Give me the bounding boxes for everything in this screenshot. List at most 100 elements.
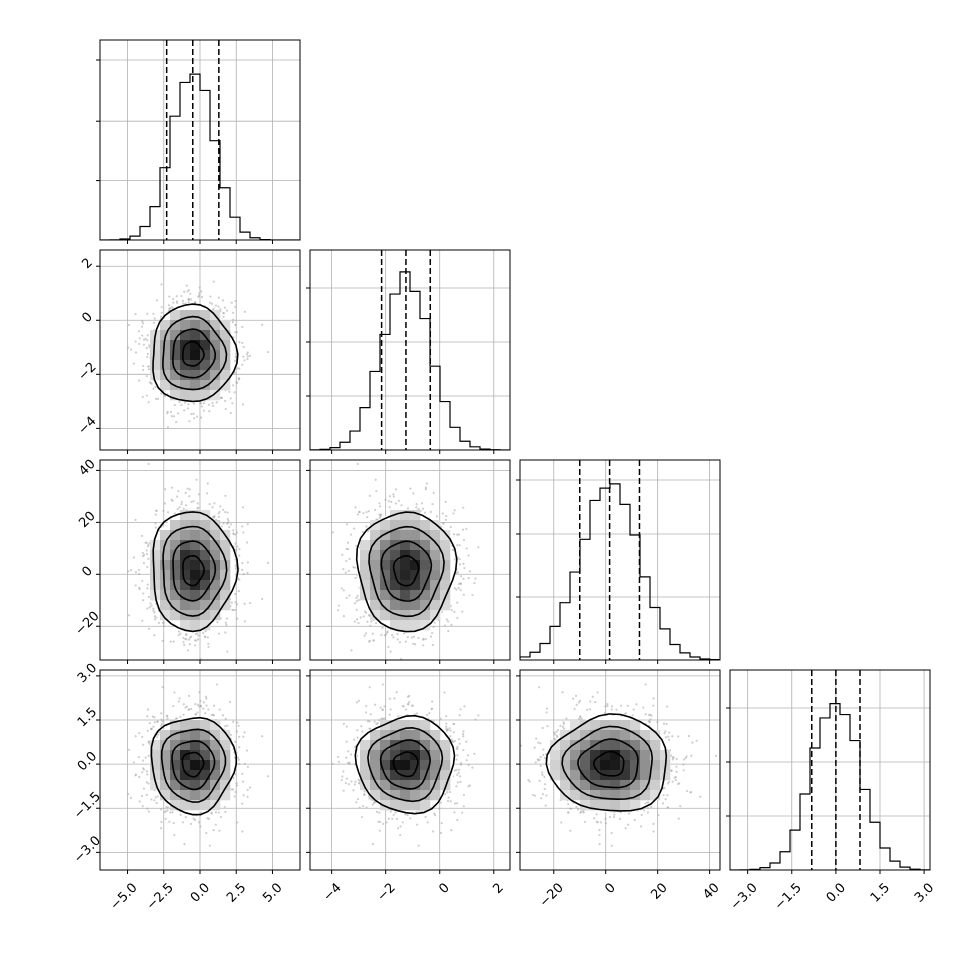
scatter-point	[366, 530, 370, 533]
scatter-point	[141, 551, 144, 554]
scatter-point	[234, 305, 237, 308]
scatter-point	[176, 495, 179, 498]
density-cell	[160, 560, 171, 571]
scatter-point	[127, 614, 131, 617]
scatter-point	[187, 638, 191, 641]
scatter-point	[146, 339, 149, 342]
scatter-point	[180, 403, 183, 407]
scatter-point	[167, 304, 171, 307]
density-cell	[200, 360, 211, 371]
scatter-point	[417, 636, 420, 640]
scatter-point	[234, 533, 237, 536]
scatter-point	[234, 323, 237, 327]
scatter-point	[146, 312, 149, 315]
scatter-point	[364, 632, 368, 635]
density-cell	[160, 590, 171, 601]
scatter-point	[147, 557, 150, 560]
scatter-point	[441, 512, 444, 515]
density-cell	[190, 370, 201, 381]
density-cell	[200, 590, 211, 601]
scatter-point	[208, 502, 211, 506]
density-cell	[170, 560, 181, 571]
scatter-point	[228, 390, 231, 393]
density-cell	[170, 610, 181, 621]
density-cell	[200, 380, 211, 391]
y-tick-label: −2	[75, 360, 99, 384]
scatter-point	[154, 526, 157, 529]
scatter-point	[134, 518, 137, 522]
scatter-point	[353, 527, 356, 530]
contour-line	[182, 340, 205, 367]
scatter-point	[241, 568, 244, 571]
scatter-point	[192, 500, 195, 503]
scatter-point	[462, 562, 465, 565]
scatter-point	[146, 607, 149, 610]
scatter-point	[367, 613, 371, 617]
scatter-point	[238, 578, 241, 581]
contour-line	[182, 554, 205, 587]
density-cell	[200, 520, 211, 531]
scatter-point	[226, 517, 229, 520]
scatter-point	[347, 569, 350, 573]
scatter-point	[149, 381, 152, 384]
density-cell	[190, 510, 201, 521]
density-cell	[190, 310, 201, 321]
scatter-point	[197, 638, 200, 641]
scatter-point	[232, 318, 235, 321]
scatter-points	[127, 462, 270, 668]
scatter-point	[363, 634, 366, 637]
scatter-point	[352, 566, 355, 569]
scatter-point	[214, 304, 218, 307]
density-cell	[160, 340, 171, 351]
scatter-point	[449, 525, 452, 529]
scatter-point	[183, 290, 186, 293]
scatter-point	[232, 529, 235, 532]
density-cell	[200, 390, 211, 401]
density-cell	[190, 350, 201, 361]
scatter-point	[179, 632, 182, 635]
scatter-point	[356, 594, 359, 598]
scatter-point	[146, 334, 149, 337]
density-cell	[190, 340, 201, 351]
density-cell	[210, 580, 221, 591]
scatter-point	[202, 409, 205, 412]
scatter-point	[412, 635, 416, 638]
scatter-point	[202, 631, 205, 635]
scatter-point	[372, 639, 375, 642]
scatter-point	[177, 630, 181, 633]
scatter-point	[424, 488, 427, 491]
scatter-point	[147, 401, 150, 404]
scatter-point	[390, 666, 392, 668]
scatter-point	[153, 618, 157, 621]
scatter-point	[473, 581, 476, 585]
density-cell	[200, 320, 211, 331]
density-cell	[170, 530, 181, 541]
density-cell	[180, 350, 191, 361]
density-cell	[170, 350, 181, 361]
scatter-point	[397, 499, 400, 502]
scatter-point	[145, 375, 149, 378]
scatter-point	[391, 633, 394, 637]
scatter-point	[178, 506, 181, 509]
scatter-point	[196, 632, 199, 635]
scatter-point	[342, 589, 345, 592]
scatter-point	[245, 541, 249, 544]
density-cell	[150, 560, 161, 571]
scatter-point	[336, 609, 340, 612]
scatter-point	[232, 384, 235, 387]
scatter-point	[146, 565, 149, 569]
scatter-point	[353, 602, 357, 605]
scatter-point	[429, 635, 433, 638]
scatter-point	[138, 586, 141, 589]
scatter-point	[186, 487, 189, 490]
scatter-point	[173, 404, 176, 407]
scatter-point	[439, 525, 443, 528]
scatter-point	[225, 309, 229, 312]
scatter-point	[378, 505, 382, 508]
density-cell	[180, 370, 191, 381]
density-cell	[190, 390, 201, 401]
scatter-point	[147, 627, 151, 630]
density-cell	[180, 600, 191, 611]
scatter-point	[171, 666, 173, 668]
